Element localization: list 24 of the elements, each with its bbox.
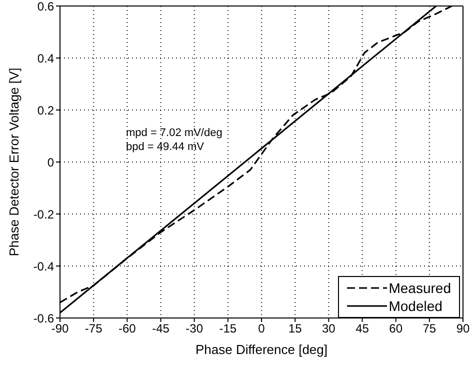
x-tick-label: -30	[186, 322, 204, 336]
x-tick-label: -60	[118, 322, 136, 336]
x-tick-label: 30	[322, 322, 336, 336]
y-tick-label: -0.4	[33, 259, 54, 274]
x-tick-label: 90	[456, 322, 470, 336]
x-tick-label: 60	[389, 322, 403, 336]
y-tick-label: 0	[47, 155, 54, 170]
x-tick-label: -15	[219, 322, 237, 336]
x-tick-label: 15	[288, 322, 302, 336]
y-tick-label: 0.2	[37, 103, 54, 118]
x-tick-label: -45	[152, 322, 170, 336]
y-tick-label: 0.4	[37, 51, 54, 66]
legend-label: Modeled	[388, 297, 442, 315]
x-axis-title: Phase Difference [deg]	[195, 342, 328, 357]
y-axis-title: Phase Detector Error Voltage [V]	[6, 68, 22, 256]
x-tick-label: -75	[84, 322, 103, 336]
y-tick-label: 0.6	[37, 0, 54, 14]
y-tick-label: -0.2	[33, 207, 54, 222]
x-tick-label: 0	[258, 322, 266, 336]
annotation: bpd = 49.44 mV	[126, 140, 205, 154]
x-tick-label: 75	[422, 322, 436, 336]
x-tick-label: 45	[356, 322, 370, 336]
annotation: mpd = 7.02 mV/deg	[126, 126, 222, 140]
legend-label: Measured	[388, 279, 451, 297]
